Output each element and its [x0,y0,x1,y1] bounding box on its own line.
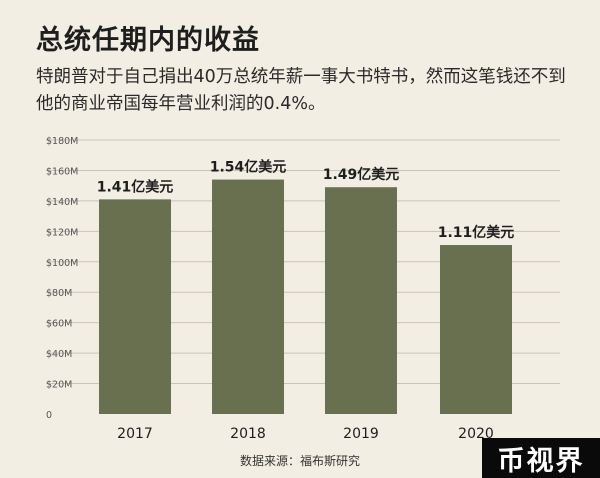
data-label: 1.41亿美元 [97,178,174,195]
bar-2019 [325,187,397,414]
y-tick-label: $60M [46,319,72,330]
y-tick-labels: 0 $20M $40M $60M $80M $100M $120M $140M $160M $18… [46,136,78,421]
x-tick-labels: 2017 2018 2019 2020 [117,426,494,442]
y-tick-label: $80M [46,288,72,299]
bars [99,179,512,414]
data-label: 1.11亿美元 [438,224,515,241]
data-label: 1.49亿美元 [323,166,400,183]
data-labels: 1.41亿美元 1.54亿美元 1.49亿美元 1.11亿美元 [97,159,515,241]
chart-subtitle: 特朗普对于自己捐出40万总统年薪一事大书特书，然而这笔钱还不到他的商业帝国每年营… [36,67,566,114]
brand-logo: 币视界 [482,438,600,478]
y-tick-label: $160M [46,166,78,177]
bar-2018 [212,179,284,414]
data-label: 1.54亿美元 [210,159,287,176]
y-tick-label: $20M [46,380,72,391]
x-tick-label: 2019 [343,426,379,442]
y-tick-label: $40M [46,349,72,360]
x-tick-label: 2018 [230,426,266,442]
x-tick-label: 2017 [117,426,153,442]
y-tick-label: $100M [46,258,78,269]
y-tick-label: $180M [46,136,78,147]
y-tick-label: $140M [46,197,78,208]
bar-2020 [440,245,512,414]
chart-title: 总统任期内的收益 [36,25,260,56]
y-tick-label: $120M [46,227,78,238]
data-source: 数据来源：福布斯研究 [239,454,360,468]
y-tick-label: 0 [46,410,52,421]
bar-2017 [99,199,171,414]
